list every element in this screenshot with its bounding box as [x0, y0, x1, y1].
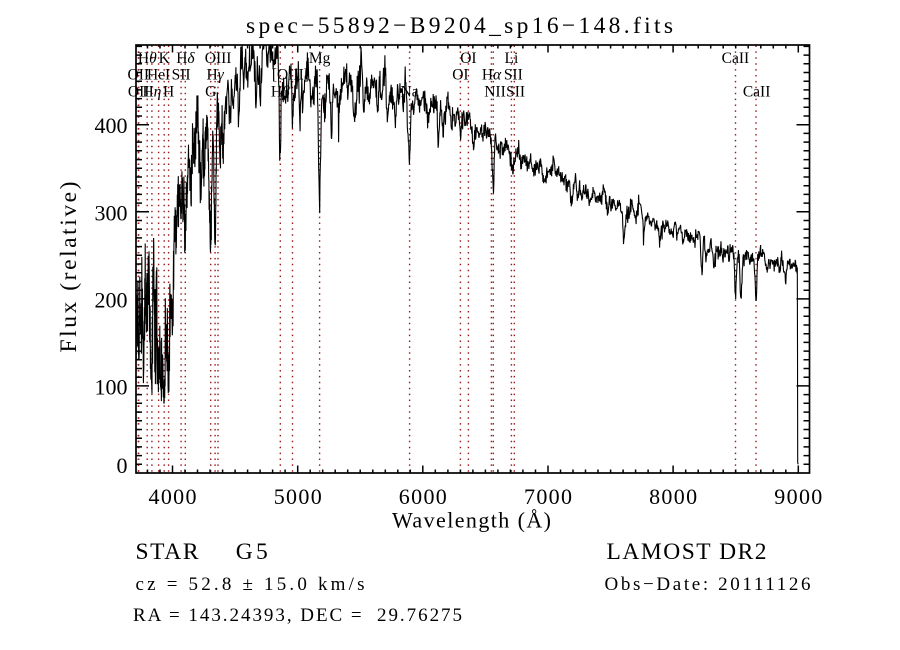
- svg-text:100: 100: [95, 374, 128, 399]
- svg-text:Hθ: Hθ: [138, 50, 157, 67]
- svg-text:H: H: [163, 83, 174, 100]
- svg-text:Flux (relative): Flux (relative): [56, 182, 82, 353]
- svg-text:7000: 7000: [524, 484, 572, 509]
- svg-text:Hγ: Hγ: [206, 67, 224, 84]
- svg-text:SII: SII: [172, 67, 191, 84]
- svg-text:Hβ: Hβ: [271, 83, 290, 100]
- svg-text:G: G: [205, 83, 216, 100]
- svg-text:G5: G5: [236, 539, 268, 565]
- svg-text:[OIII]: [OIII]: [272, 67, 309, 84]
- svg-text:4000: 4000: [149, 484, 197, 509]
- svg-text:OII: OII: [128, 67, 150, 84]
- svg-text:SII: SII: [504, 67, 523, 84]
- svg-text:SII: SII: [506, 83, 525, 100]
- svg-text:200: 200: [95, 287, 128, 312]
- svg-text:Li: Li: [505, 50, 519, 67]
- svg-text:OII: OII: [128, 83, 150, 100]
- svg-text:CaII: CaII: [743, 83, 771, 100]
- svg-text:OIII: OIII: [205, 50, 232, 67]
- svg-text:9000: 9000: [774, 484, 822, 509]
- svg-text:K: K: [159, 50, 171, 67]
- svg-text:spec−55892−B9204_sp16−148.fits: spec−55892−B9204_sp16−148.fits: [246, 13, 673, 39]
- svg-text:RA = 143.24393, DEC = 29.7627: RA = 143.24393, DEC = 29.76275: [133, 605, 462, 626]
- svg-text:300: 300: [95, 200, 128, 225]
- svg-text:OI: OI: [460, 50, 476, 67]
- svg-text:Obs−Date: 20111126: Obs−Date: 20111126: [605, 574, 811, 595]
- svg-text:HeI: HeI: [147, 67, 170, 84]
- svg-text:5000: 5000: [274, 484, 322, 509]
- svg-text:OI: OI: [452, 67, 468, 84]
- svg-text:0: 0: [117, 453, 128, 478]
- svg-text:Na: Na: [401, 83, 419, 100]
- svg-text:Hδ: Hδ: [176, 50, 195, 67]
- svg-text:Wavelength (Å): Wavelength (Å): [392, 508, 551, 533]
- svg-text:400: 400: [95, 113, 128, 138]
- svg-text:6000: 6000: [399, 484, 447, 509]
- svg-text:cz = 52.8 ± 15.0 km/s: cz = 52.8 ± 15.0 km/s: [136, 574, 365, 595]
- svg-text:8000: 8000: [649, 484, 697, 509]
- svg-text:STAR: STAR: [136, 539, 199, 565]
- svg-text:Mg: Mg: [309, 50, 331, 67]
- svg-text:NII: NII: [484, 83, 506, 100]
- svg-text:Hη: Hη: [142, 83, 161, 100]
- svg-text:LAMOST DR2: LAMOST DR2: [607, 539, 767, 565]
- svg-text:CaII: CaII: [722, 50, 750, 67]
- svg-text:Hα: Hα: [482, 67, 502, 84]
